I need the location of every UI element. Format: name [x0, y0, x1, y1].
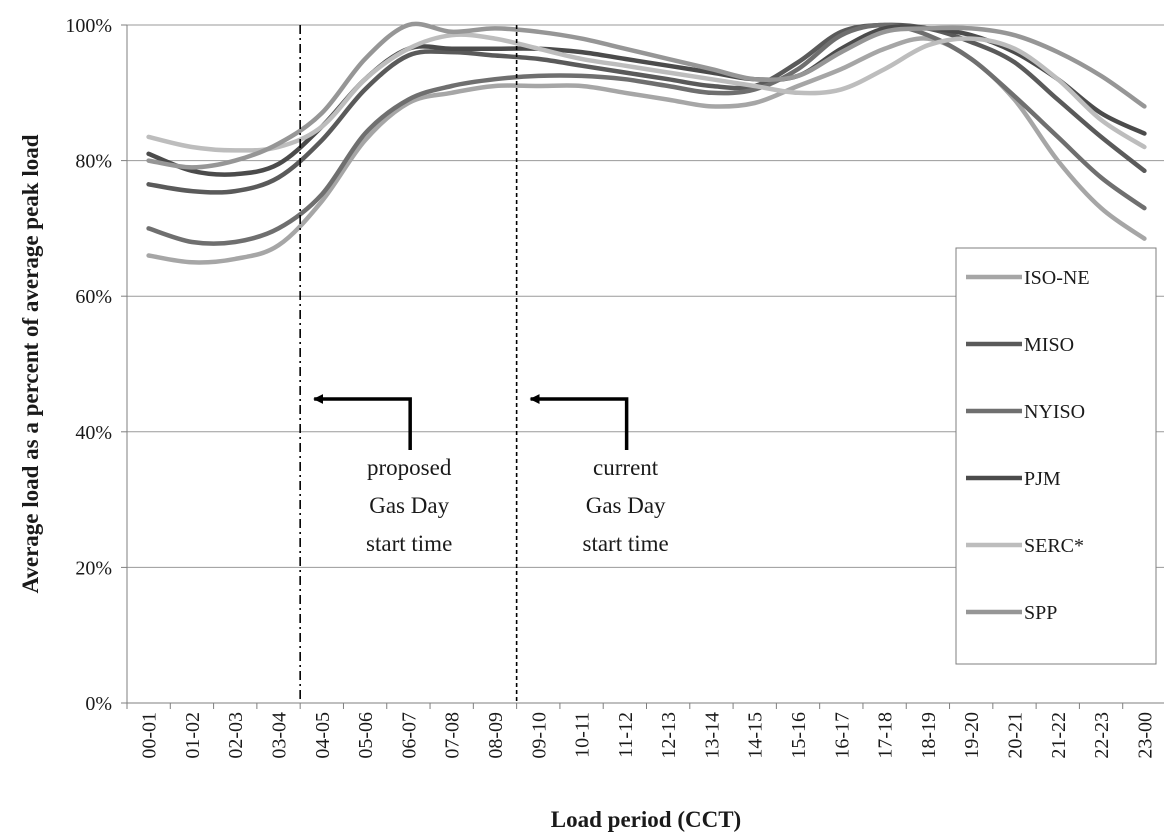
legend-box — [955, 247, 1157, 665]
y-tick-label: 40% — [75, 422, 112, 444]
y-tick-label: 0% — [85, 693, 112, 715]
x-tick-label: 17-18 — [875, 712, 897, 759]
x-tick-label: 02-03 — [225, 712, 247, 759]
legend-label: MISO — [1024, 334, 1074, 356]
x-tick-label: 01-02 — [182, 712, 204, 759]
x-tick-label: 00-01 — [139, 712, 161, 759]
x-axis: 00-01 01-02 02-03 03-04 04-05 05-06 06-07 07-08… — [126, 703, 1156, 759]
x-tick-label: 11-12 — [615, 712, 637, 758]
series-line-spp — [146, 21, 1147, 170]
y-tick-label: 20% — [75, 557, 112, 579]
series-line-nyiso — [146, 22, 1147, 246]
x-tick-label: 12-13 — [658, 712, 680, 759]
x-tick-label: 03-04 — [269, 712, 291, 759]
x-tick-label: 04-05 — [312, 712, 334, 759]
y-tick-label: 60% — [75, 286, 112, 308]
x-tick-label: 05-06 — [355, 712, 377, 759]
gas-day-label-0: Gas Day — [369, 493, 449, 518]
y-axis-ticks: 0% 20% 40% 60% 80% 100% — [65, 15, 128, 715]
x-axis-label: Load period (CCT) — [551, 807, 741, 832]
gas-day-arrow-1 — [529, 394, 629, 450]
legend-label: SERC* — [1024, 535, 1084, 557]
series-line-miso — [146, 22, 1147, 195]
x-tick-label: 18-19 — [918, 712, 940, 759]
gas-day-label-1: Gas Day — [586, 493, 666, 518]
x-tick-label: 22-23 — [1091, 712, 1113, 759]
series-lines — [146, 21, 1147, 265]
annotations: proposed Gas Day start time current Gas Day s… — [299, 25, 669, 703]
x-tick-label: 08-09 — [485, 712, 507, 759]
legend-label: NYISO — [1024, 401, 1085, 423]
gas-day-arrow-0 — [313, 394, 412, 450]
y-tick-label: 100% — [65, 15, 112, 37]
x-tick-label: 07-08 — [442, 712, 464, 759]
legend: ISO-NE MISO NYISO PJM SERC* SPP — [955, 247, 1157, 665]
x-tick-label: 15-16 — [788, 712, 810, 759]
x-tick-label: 14-15 — [745, 712, 767, 759]
legend-label: ISO-NE — [1024, 267, 1090, 289]
x-tick-label: 09-10 — [528, 712, 550, 759]
x-tick-label: 06-07 — [398, 712, 420, 759]
x-tick-label: 19-20 — [961, 712, 983, 759]
gas-day-label-1: current — [593, 455, 659, 480]
x-tick-label: 21-22 — [1048, 712, 1070, 759]
x-tick-label: 10-11 — [572, 712, 594, 758]
gas-day-label-0: start time — [366, 531, 452, 556]
y-tick-label: 80% — [75, 151, 112, 173]
x-tick-label: 23-00 — [1134, 712, 1156, 759]
series-line-serc — [146, 32, 1147, 153]
legend-label: PJM — [1024, 468, 1061, 490]
legend-label: SPP — [1024, 602, 1057, 624]
x-tick-label: 20-21 — [1004, 712, 1026, 759]
gas-day-label-1: start time — [583, 531, 669, 556]
gas-day-label-0: proposed — [367, 455, 452, 480]
series-line-pjm — [146, 24, 1147, 177]
x-tick-label: 16-17 — [831, 712, 853, 759]
y-axis-label: Average load as a percent of average pea… — [18, 134, 43, 593]
x-tick-label: 13-14 — [701, 712, 723, 759]
